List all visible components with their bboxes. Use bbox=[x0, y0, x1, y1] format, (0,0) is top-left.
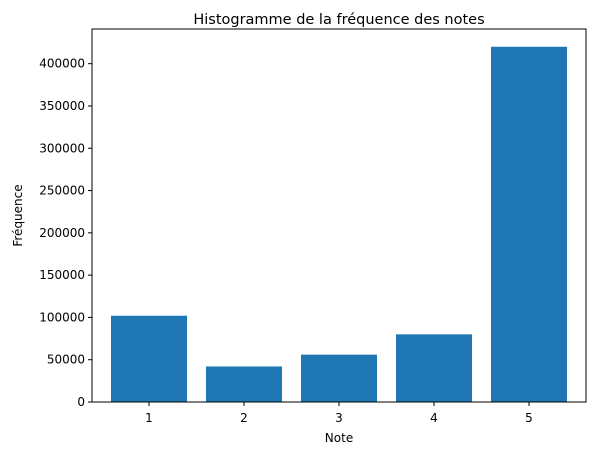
y-tick-label: 300000 bbox=[39, 141, 85, 155]
y-axis-ticks: 0 50000 100000 150000 200000 250000 300000 3500… bbox=[39, 57, 92, 409]
bar-5 bbox=[491, 47, 567, 402]
y-tick-label: 100000 bbox=[39, 310, 85, 324]
y-tick-label: 250000 bbox=[39, 184, 85, 198]
bar-1 bbox=[111, 316, 187, 402]
y-tick-label: 400000 bbox=[39, 57, 85, 71]
y-tick-label: 0 bbox=[77, 395, 85, 409]
y-axis-label: Fréquence bbox=[11, 184, 25, 246]
x-axis-label: Note bbox=[325, 431, 353, 445]
y-tick-label: 200000 bbox=[39, 226, 85, 240]
bars-group bbox=[111, 47, 567, 402]
x-tick-label: 2 bbox=[240, 411, 248, 425]
y-tick-label: 50000 bbox=[47, 353, 85, 367]
y-tick-label: 150000 bbox=[39, 268, 85, 282]
x-tick-label: 3 bbox=[335, 411, 343, 425]
x-tick-label: 4 bbox=[430, 411, 438, 425]
x-tick-label: 5 bbox=[525, 411, 533, 425]
y-tick-label: 350000 bbox=[39, 99, 85, 113]
chart-title: Histogramme de la fréquence des notes bbox=[193, 12, 484, 28]
bar-4 bbox=[396, 334, 472, 402]
bar-3 bbox=[301, 355, 377, 402]
x-axis-ticks: 1 2 3 4 5 bbox=[145, 402, 533, 425]
x-tick-label: 1 bbox=[145, 411, 153, 425]
bar-2 bbox=[206, 366, 282, 402]
